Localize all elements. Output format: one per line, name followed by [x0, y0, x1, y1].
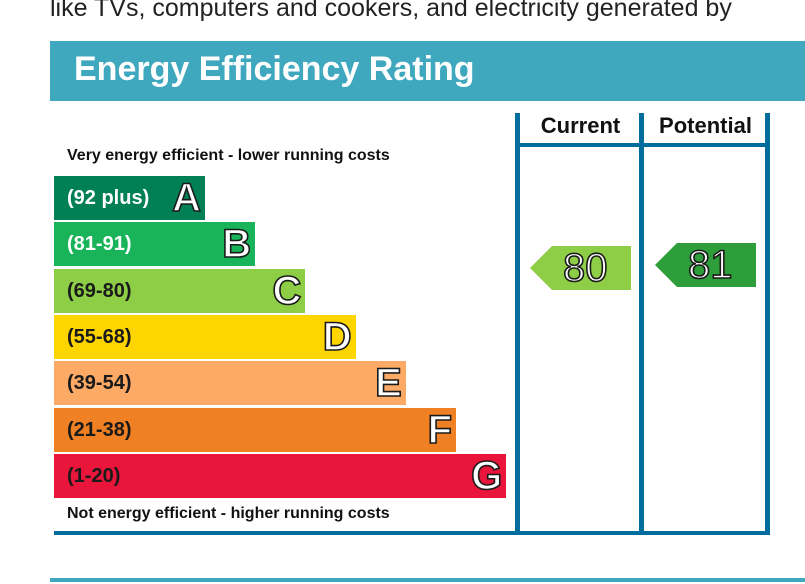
band-a: (92 plus) A [54, 175, 205, 221]
frame-middle-line [639, 113, 644, 533]
current-arrow-shape [530, 246, 631, 290]
band-e: (39-54) E [54, 360, 406, 406]
band-letter: F [427, 407, 453, 453]
potential-arrow-shape [655, 243, 756, 287]
band-range: (81-91) [67, 233, 132, 256]
potential-rating-arrow: 81 [655, 242, 756, 288]
band-range: (92 plus) [67, 187, 150, 209]
band-c: (69-80) C [54, 268, 306, 314]
current-rating-value: 80 [562, 245, 608, 291]
bottom-note: Not energy efficient - higher running co… [67, 505, 390, 522]
section-title: Energy Efficiency Rating [74, 50, 475, 88]
bottom-divider [50, 578, 805, 582]
band-letter: C [272, 268, 302, 314]
top-note: Very energy efficient - lower running co… [67, 147, 390, 164]
band-letter: A [171, 175, 201, 221]
frame-bottom-rule [54, 531, 770, 535]
band-letter: D [322, 314, 352, 360]
band-letter: E [374, 360, 402, 406]
frame-header-rule [515, 143, 770, 147]
band-d: (55-68) D [54, 314, 356, 360]
current-column-header: Current [540, 113, 621, 138]
band-letter: B [221, 221, 252, 267]
band-b: (81-91) B [54, 221, 256, 267]
band-range: (39-54) [67, 372, 132, 395]
potential-column-header: Potential [659, 113, 752, 138]
section-header: Energy Efficiency Rating [50, 41, 805, 101]
band-f: (21-38) F [54, 407, 456, 453]
band-range: (69-80) [67, 279, 132, 302]
potential-rating-value: 81 [687, 242, 733, 288]
frame-left-line [515, 113, 520, 533]
band-range: (55-68) [67, 325, 132, 348]
current-rating-arrow: 80 [530, 245, 631, 291]
band-g: (1-20) G [54, 453, 507, 499]
band-range: (21-38) [67, 418, 132, 441]
band-range: (1-20) [67, 464, 121, 487]
frame-right-line [765, 113, 770, 533]
band-letter: G [470, 453, 503, 499]
intro-text: like TVs, computers and cookers, and ele… [50, 0, 732, 22]
